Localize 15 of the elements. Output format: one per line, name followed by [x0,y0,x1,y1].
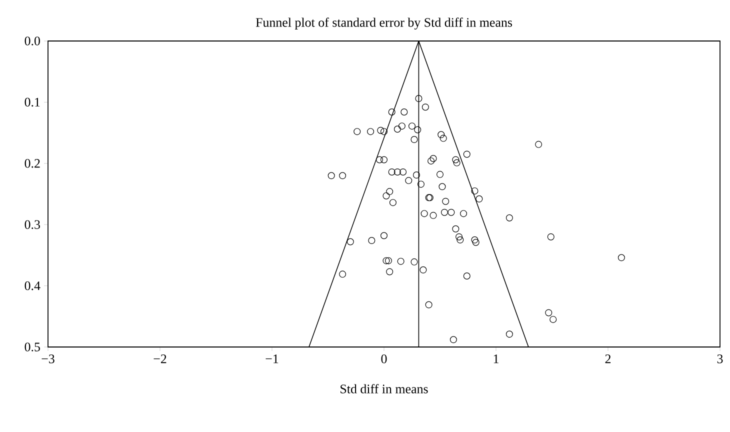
y-tick-label: 0.1 [24,98,40,107]
x-axis-title: Std diff in means [340,384,428,394]
y-tick-label: 0.5 [24,342,40,352]
x-tick-label: −3 [42,354,54,364]
x-tick-label: 2 [605,354,611,364]
y-tick-label: 0.0 [24,36,40,46]
x-tick-label: 1 [494,354,498,364]
x-tick-label: 3 [717,354,723,364]
y-tick-label: 0.2 [24,159,40,168]
x-tick-label: −1 [266,354,278,364]
chart-title: Funnel plot of standard error by Std diff in means [256,18,512,30]
x-tick-label: 0 [381,354,387,364]
y-tick-label: 0.3 [24,220,40,230]
y-tick-label: 0.4 [24,281,40,290]
x-tick-label: −2 [154,354,166,364]
